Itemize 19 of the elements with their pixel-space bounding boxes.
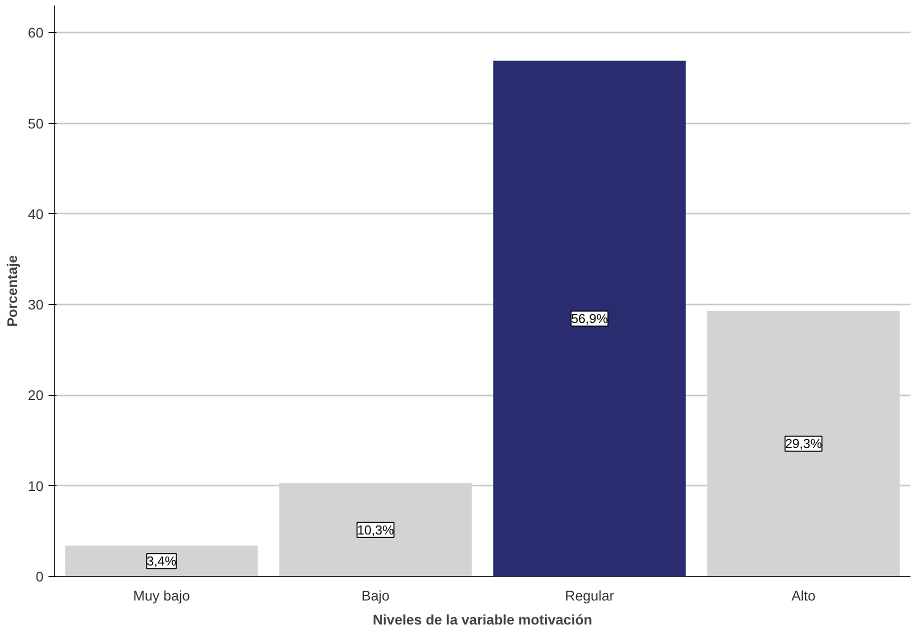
x-tick-label: Muy bajo: [133, 588, 190, 604]
y-tick-label: 30: [28, 296, 44, 313]
data-label: 29,3%: [785, 436, 822, 452]
bar: [65, 546, 258, 576]
y-tick-label: 50: [28, 115, 44, 132]
data-label: 3,4%: [146, 554, 177, 569]
y-tick-label: 60: [28, 24, 44, 41]
y-tick-label: 0: [36, 568, 44, 584]
x-axis-title: Niveles de la variable motivación: [372, 612, 592, 628]
y-tick-label: 10: [28, 478, 44, 494]
bar: [493, 60, 686, 576]
y-tick-label: 20: [28, 387, 44, 404]
y-axis-title: Porcentaje: [4, 254, 20, 327]
y-tick-label: 40: [28, 206, 44, 222]
x-tick-label: Alto: [791, 588, 816, 604]
data-label: 10,3%: [357, 522, 394, 538]
x-tick-label: Regular: [564, 588, 614, 604]
x-tick-label: Bajo: [361, 588, 390, 604]
data-label: 56,9%: [571, 311, 608, 326]
